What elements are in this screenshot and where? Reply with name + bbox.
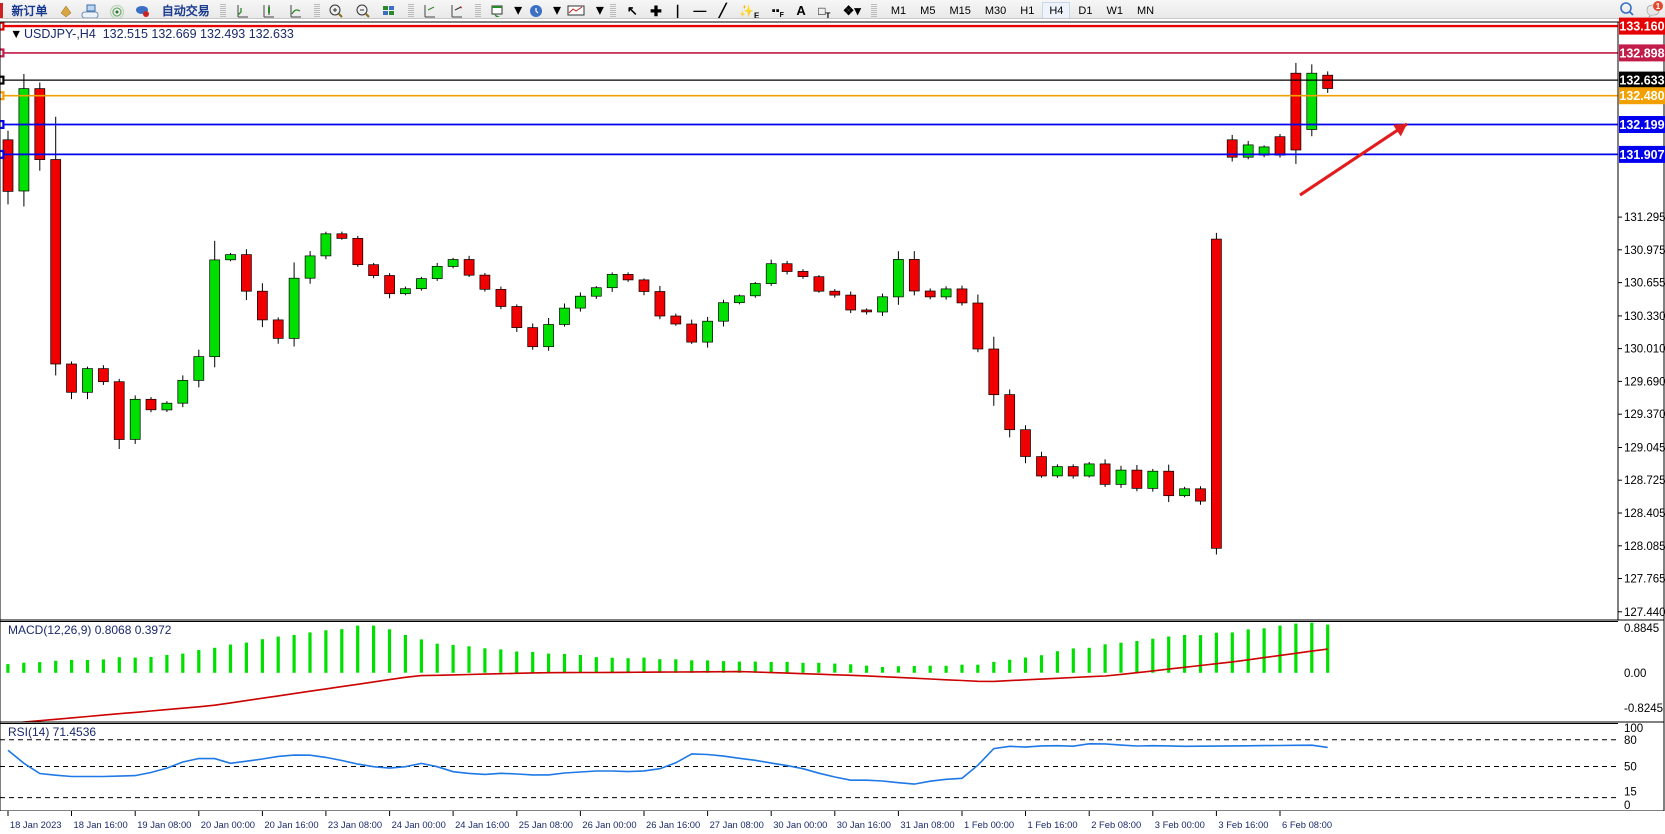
svg-text:80: 80 (1624, 735, 1637, 747)
svg-text:20 Jan 16:00: 20 Jan 16:00 (264, 819, 318, 830)
svg-text:30 Jan 16:00: 30 Jan 16:00 (837, 819, 891, 830)
svg-text:26 Jan 00:00: 26 Jan 00:00 (582, 819, 636, 830)
svg-text:0: 0 (1624, 800, 1630, 812)
svg-text:-0.8245: -0.8245 (1624, 703, 1663, 715)
svg-text:27 Jan 08:00: 27 Jan 08:00 (710, 819, 764, 830)
svg-text:128.725: 128.725 (1624, 475, 1665, 487)
svg-text:132.480: 132.480 (1619, 89, 1664, 103)
svg-text:▼: ▼ (10, 27, 22, 41)
svg-text:24 Jan 16:00: 24 Jan 16:00 (455, 819, 509, 830)
svg-text:1 Feb 00:00: 1 Feb 00:00 (964, 819, 1014, 830)
svg-text:132.199: 132.199 (1619, 118, 1664, 132)
svg-text:6 Feb 08:00: 6 Feb 08:00 (1282, 819, 1332, 830)
svg-text:132.633: 132.633 (1619, 74, 1664, 88)
svg-text:0.8845: 0.8845 (1624, 623, 1659, 635)
svg-text:25 Jan 08:00: 25 Jan 08:00 (519, 819, 573, 830)
svg-text:129.370: 129.370 (1624, 409, 1665, 421)
svg-text:130.655: 130.655 (1624, 278, 1665, 290)
svg-text:18 Jan 2023: 18 Jan 2023 (10, 819, 62, 830)
svg-text:2 Feb 08:00: 2 Feb 08:00 (1091, 819, 1141, 830)
svg-text:MACD(12,26,9) 0.8068 0.3972: MACD(12,26,9) 0.8068 0.3972 (8, 623, 172, 637)
svg-text:RSI(14) 71.4536: RSI(14) 71.4536 (8, 725, 96, 739)
svg-text:128.085: 128.085 (1624, 541, 1665, 553)
svg-text:132.898: 132.898 (1619, 46, 1664, 60)
svg-text:1 Feb 16:00: 1 Feb 16:00 (1028, 819, 1078, 830)
svg-text:131.295: 131.295 (1624, 212, 1665, 224)
svg-text:31 Jan 08:00: 31 Jan 08:00 (900, 819, 954, 830)
svg-text:128.405: 128.405 (1624, 508, 1665, 520)
svg-text:129.045: 129.045 (1624, 443, 1665, 455)
svg-text:23 Jan 08:00: 23 Jan 08:00 (328, 819, 382, 830)
svg-text:131.907: 131.907 (1619, 148, 1664, 162)
svg-text:50: 50 (1624, 762, 1637, 774)
svg-text:130.010: 130.010 (1624, 344, 1665, 356)
svg-text:130.330: 130.330 (1624, 311, 1665, 323)
svg-text:129.690: 129.690 (1624, 376, 1665, 388)
svg-text:127.765: 127.765 (1624, 574, 1665, 586)
svg-text:26 Jan 16:00: 26 Jan 16:00 (646, 819, 700, 830)
svg-text:130.975: 130.975 (1624, 245, 1665, 257)
svg-text:3 Feb 00:00: 3 Feb 00:00 (1155, 819, 1205, 830)
svg-text:18 Jan 16:00: 18 Jan 16:00 (74, 819, 128, 830)
svg-text:24 Jan 00:00: 24 Jan 00:00 (392, 819, 446, 830)
svg-text:20 Jan 00:00: 20 Jan 00:00 (201, 819, 255, 830)
svg-text:30 Jan 00:00: 30 Jan 00:00 (773, 819, 827, 830)
svg-text:0.00: 0.00 (1624, 668, 1646, 680)
svg-text:15: 15 (1624, 787, 1637, 799)
svg-text:19 Jan 08:00: 19 Jan 08:00 (137, 819, 191, 830)
svg-text:3 Feb 16:00: 3 Feb 16:00 (1218, 819, 1268, 830)
svg-text:100: 100 (1624, 723, 1643, 735)
svg-text:133.160: 133.160 (1619, 20, 1664, 34)
svg-text:USDJPY-,H4 132.515 132.669 13: USDJPY-,H4 132.515 132.669 132.493 132.6… (24, 27, 294, 41)
svg-text:127.440: 127.440 (1624, 607, 1665, 619)
